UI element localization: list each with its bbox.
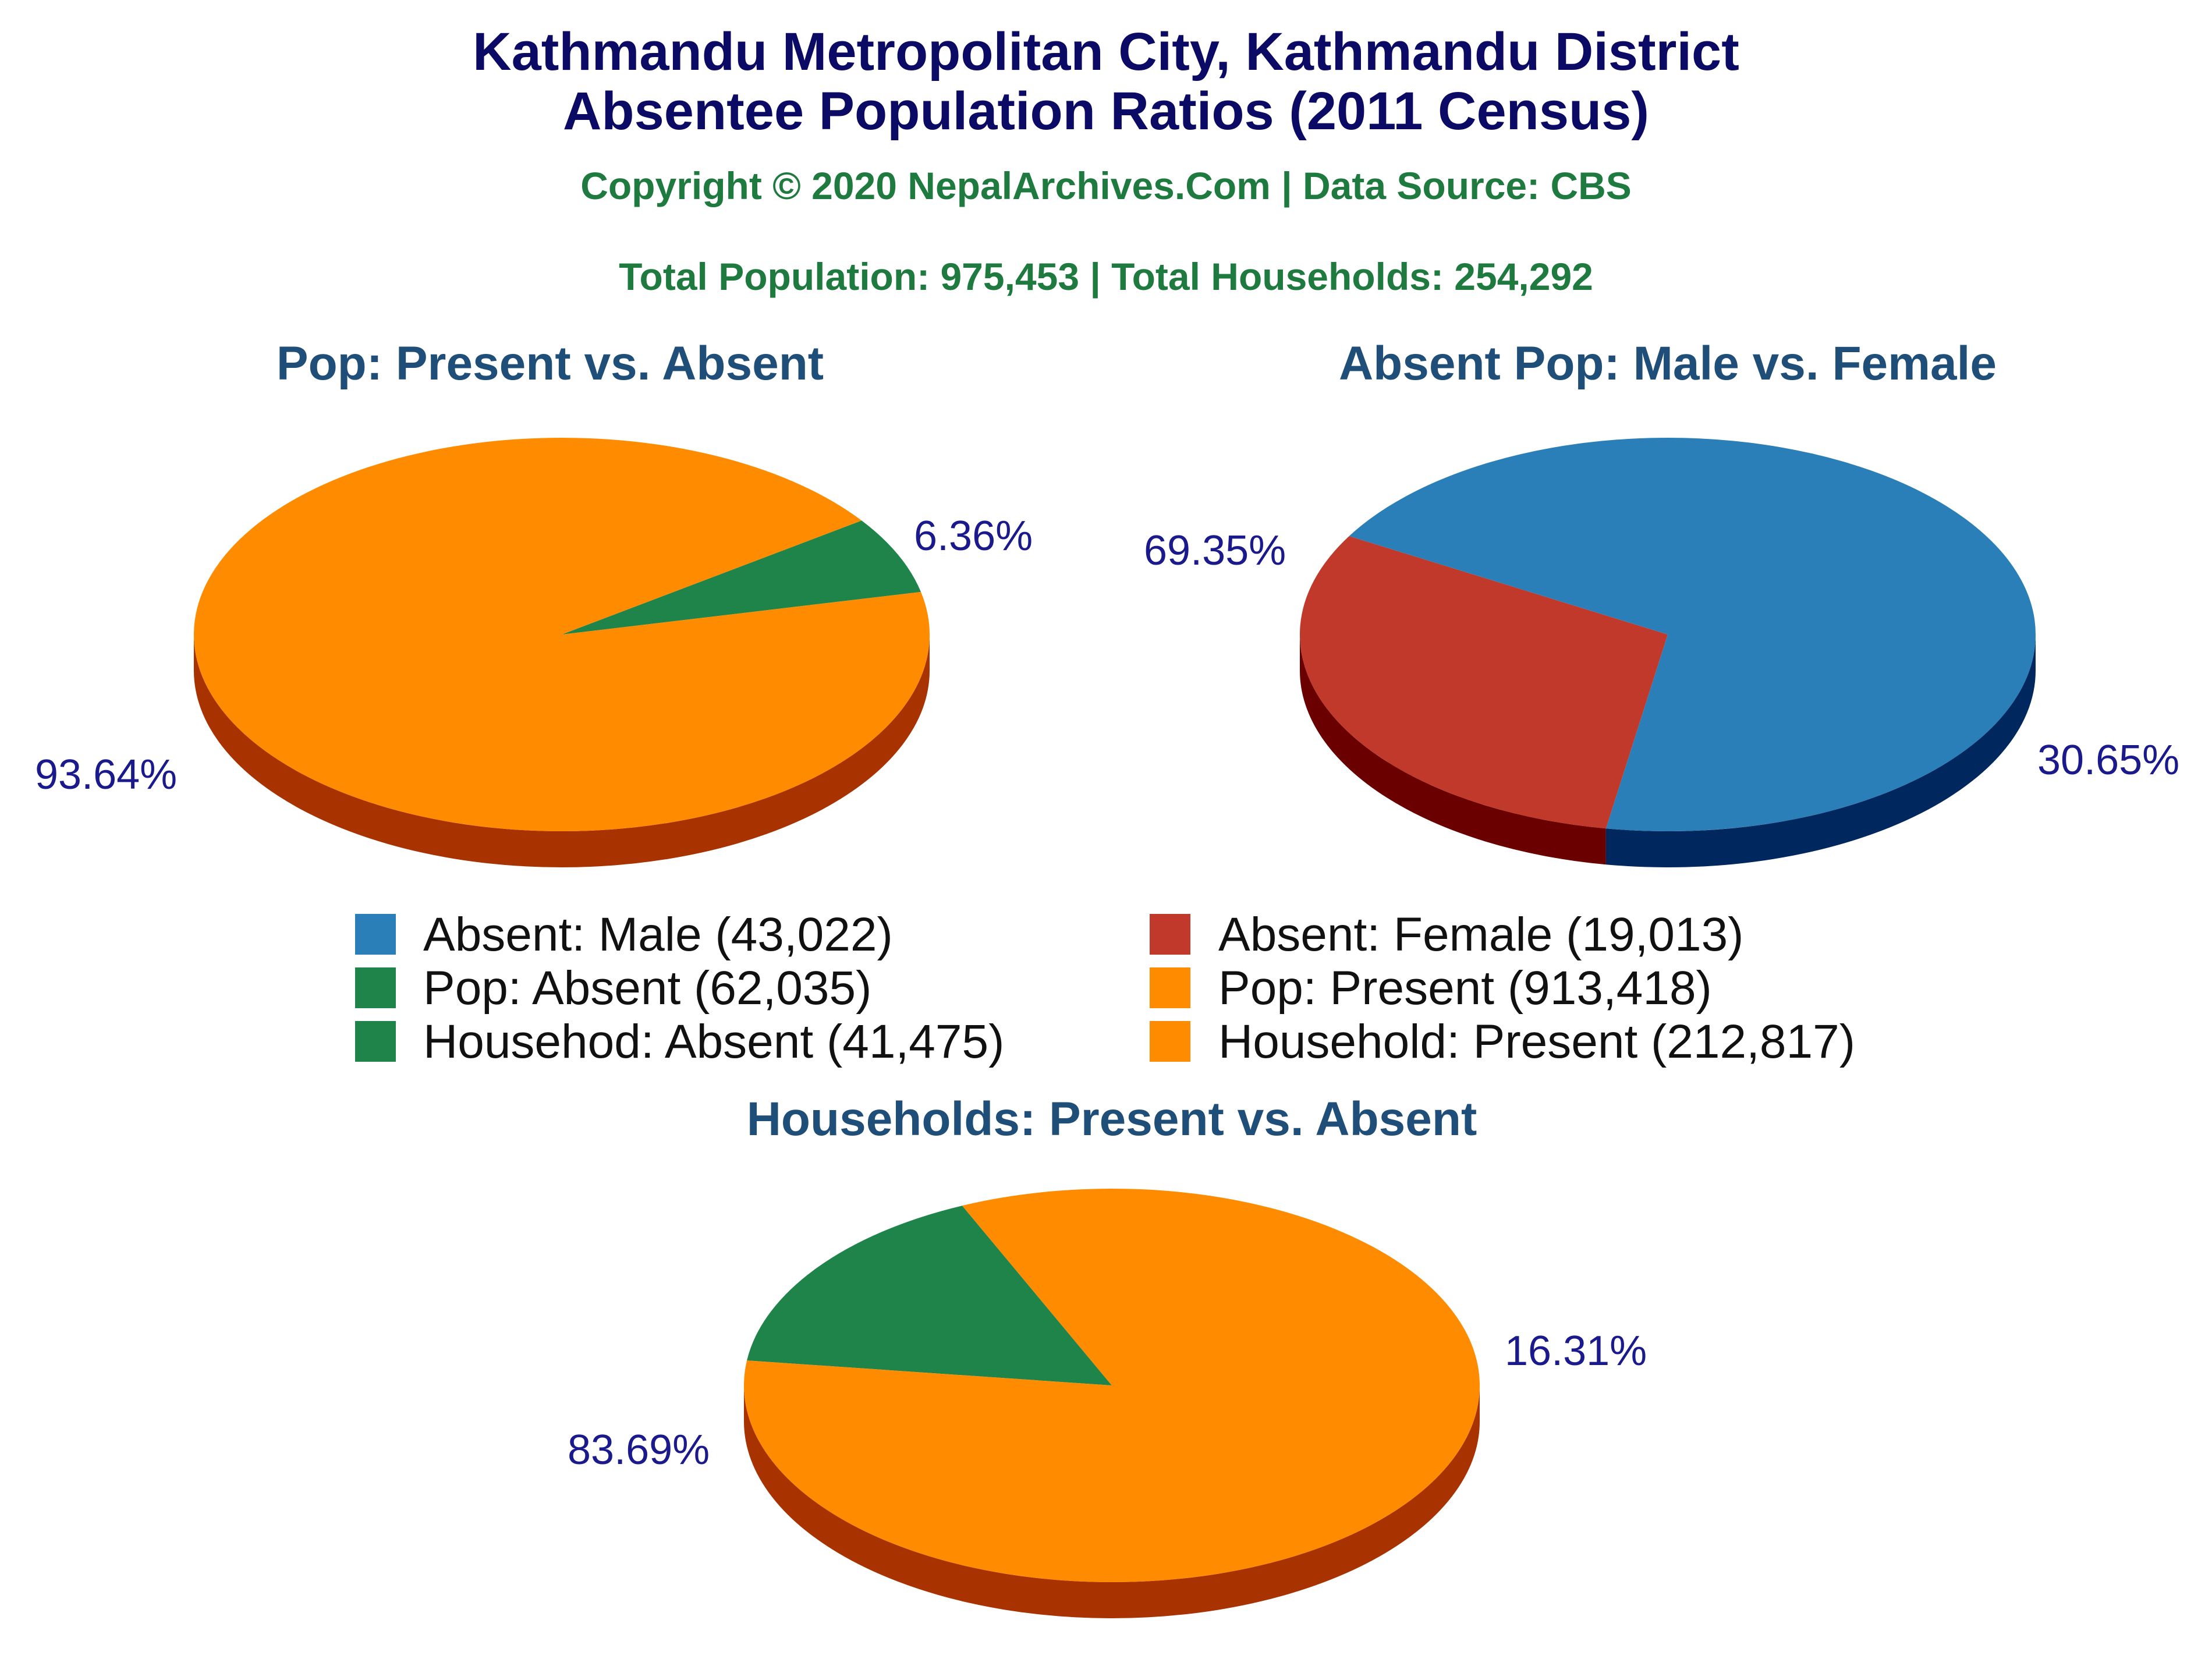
pie-3-label-absent: 16.31% <box>1505 1328 1647 1374</box>
legend-swatch-household-present <box>1150 1021 1190 1062</box>
pie-1-slice-pop-present <box>193 437 930 831</box>
legend-swatch-absent-male <box>355 914 396 955</box>
pie-2-slice-absent-female <box>1300 536 1668 829</box>
legend-label-household-present: Household: Present (212,817) <box>1218 1015 1855 1068</box>
pie-3-title: Households: Present vs. Absent <box>747 1093 1477 1146</box>
copyright-text: Copyright © 2020 NepalArchives.Com | Dat… <box>580 164 1632 208</box>
pie-3-label-present: 83.69% <box>568 1427 710 1473</box>
pie-chart-absent-gender <box>1300 438 2036 867</box>
pie-1-label-absent: 6.36% <box>914 513 1033 559</box>
pie-1-title: Pop: Present vs. Absent <box>276 337 824 390</box>
pie-2-slice-absent-male <box>1349 438 2036 831</box>
chart-title-line2: Absentee Population Ratios (2011 Census) <box>563 81 1649 141</box>
pie-2-side-absent-male <box>1605 634 2036 867</box>
pie-2-label-female: 30.65% <box>2037 737 2179 784</box>
legend-label-absent-female: Absent: Female (19,013) <box>1218 908 1743 961</box>
legend-label-absent-male: Absent: Male (43,022) <box>423 908 893 961</box>
legend-swatch-absent-female <box>1150 914 1190 955</box>
pie-chart-population <box>193 437 930 867</box>
pie-3-slice-household-present <box>744 1189 1480 1582</box>
chart-title-line1: Kathmandu Metropolitan City, Kathmandu D… <box>473 22 1739 81</box>
legend-swatch-household-absent <box>355 1021 396 1062</box>
legend-label-pop-absent: Pop: Absent (62,035) <box>423 962 871 1015</box>
pie-2-side-absent-female <box>1300 634 1606 865</box>
pie-chart-households <box>744 1189 1480 1618</box>
pie-3-side-household-present <box>744 1385 1480 1618</box>
pie-1-side-pop-present <box>194 634 930 867</box>
legend-swatch-pop-absent <box>355 967 396 1008</box>
pie-1-slice-pop-absent <box>562 520 921 634</box>
pie-2-title: Absent Pop: Male vs. Female <box>1339 337 1997 390</box>
legend-label-pop-present: Pop: Present (913,418) <box>1218 962 1712 1015</box>
pie-2-label-male: 69.35% <box>1144 527 1286 574</box>
legend-swatch-pop-present <box>1150 967 1190 1008</box>
legend-label-household-absent: Househod: Absent (41,475) <box>423 1015 1004 1068</box>
totals-text: Total Population: 975,453 | Total Househ… <box>619 255 1593 299</box>
legend: Absent: Male (43,022) Absent: Female (19… <box>355 908 1855 1068</box>
pie-1-label-present: 93.64% <box>35 751 177 798</box>
pie-3-slice-househod-absent <box>747 1206 1112 1385</box>
